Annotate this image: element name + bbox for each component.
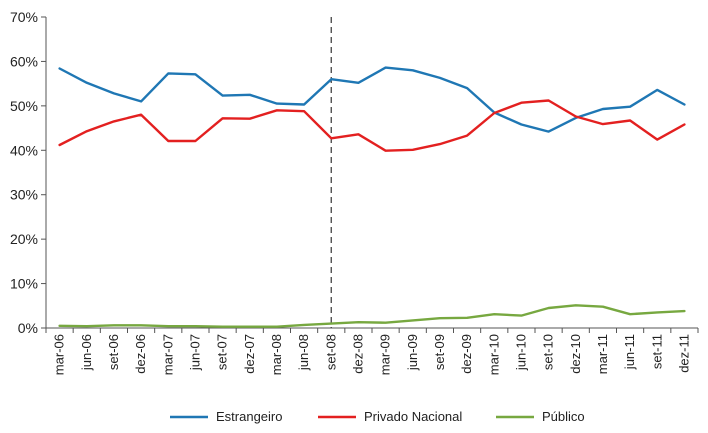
y-tick-label: 40%: [10, 142, 38, 158]
x-tick-label: jun-07: [187, 334, 202, 371]
legend-label-publico: Público: [542, 409, 585, 424]
x-tick-label: dez-06: [133, 334, 148, 374]
series-line-publico: [58, 304, 686, 328]
x-tick-label: jun-09: [405, 334, 420, 371]
y-tick-label: 0%: [18, 320, 38, 336]
x-tick-label: dez-08: [350, 334, 365, 374]
legend: Estrangeiro Privado Nacional Público: [170, 409, 585, 424]
legend-label-privado-nacional: Privado Nacional: [364, 409, 462, 424]
x-tick-label: jun-11: [622, 334, 637, 370]
x-tick-label: mar-10: [486, 334, 501, 375]
x-tick-label: set-08: [323, 334, 338, 370]
y-tick-label: 20%: [10, 231, 38, 247]
x-tick-label: mar-07: [160, 334, 175, 375]
x-tick-label: mar-08: [269, 334, 284, 375]
y-tick-label: 70%: [10, 9, 38, 25]
x-tick-label: jun-10: [513, 334, 528, 371]
x-tick-label: jun-06: [79, 334, 94, 371]
y-tick-label: 10%: [10, 276, 38, 292]
series-line-estrangeiro: [58, 66, 686, 133]
legend-label-estrangeiro: Estrangeiro: [216, 409, 282, 424]
x-tick-label: mar-09: [378, 334, 393, 375]
x-tick-label: set-06: [106, 334, 121, 370]
y-tick-label: 50%: [10, 98, 38, 114]
x-tick-label: set-11: [649, 334, 664, 369]
y-tick-label: 60%: [10, 53, 38, 69]
axes-layer: 0% 10% 20% 30% 40% 50% 60% 70% mar-06 jun-06 set-0…: [10, 9, 699, 375]
x-tick-label: jun-08: [296, 334, 311, 371]
x-tick-label: dez-10: [568, 334, 583, 374]
x-tick-label: set-07: [215, 334, 230, 370]
series-layer: [58, 66, 686, 328]
x-tick-label: mar-11: [595, 334, 610, 374]
x-tick-label: dez-07: [242, 334, 257, 374]
y-tick-label: 30%: [10, 187, 38, 203]
x-tick-label: set-10: [541, 334, 556, 370]
x-tick-label: set-09: [432, 334, 447, 370]
x-tick-label: dez-11: [676, 334, 691, 373]
x-tick-label: mar-06: [52, 334, 67, 375]
series-line-privado-nacional: [58, 99, 686, 152]
x-tick-label: dez-09: [459, 334, 474, 374]
